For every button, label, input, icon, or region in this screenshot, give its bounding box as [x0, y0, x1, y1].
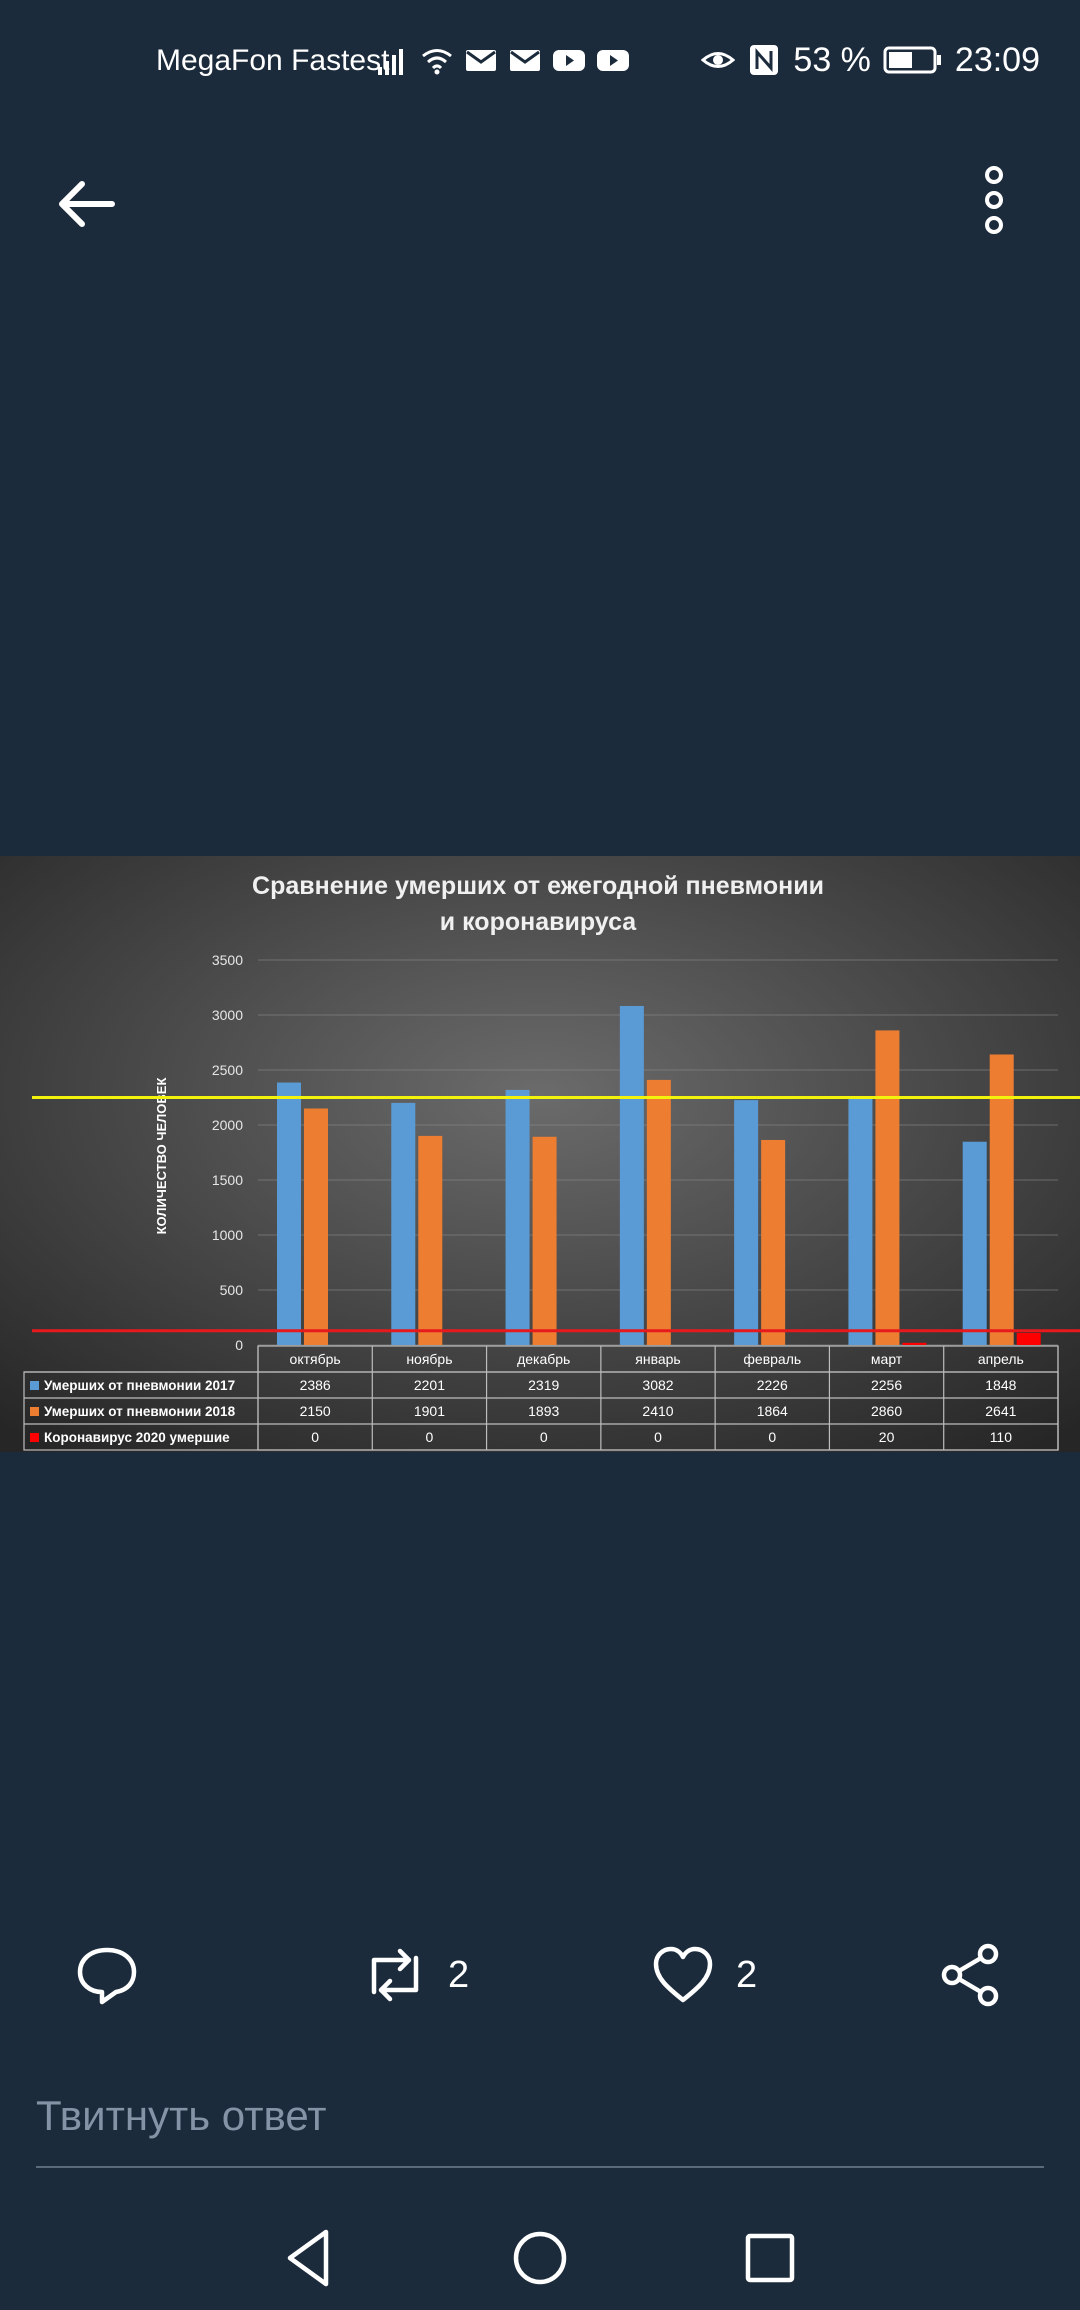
- legend-swatch: [30, 1381, 39, 1390]
- battery-icon: [883, 46, 941, 74]
- data-label: 0: [426, 1429, 434, 1445]
- y-axis-label: КОЛИЧЕСТВО ЧЕЛОВЕК: [154, 1078, 169, 1235]
- y-tick-label: 0: [235, 1337, 243, 1353]
- battery-percent: 53 %: [793, 40, 871, 79]
- data-label: 1848: [985, 1377, 1016, 1393]
- data-label: 20: [879, 1429, 895, 1445]
- data-label: 2410: [642, 1403, 673, 1419]
- data-label: 2386: [300, 1377, 331, 1393]
- retweet-button[interactable]: 2: [360, 1930, 469, 2020]
- data-label: 110: [990, 1429, 1013, 1445]
- retweet-count: 2: [448, 1953, 470, 1996]
- legend-swatch: [30, 1407, 39, 1416]
- like-count: 2: [736, 1953, 758, 1996]
- data-label: 2641: [985, 1403, 1016, 1419]
- system-nav-bar: [0, 2200, 1080, 2310]
- nav-home-icon[interactable]: [500, 2218, 580, 2298]
- data-label: 2150: [300, 1403, 331, 1419]
- category-label: ноябрь: [406, 1351, 452, 1367]
- tweet-image[interactable]: Сравнение умерших от ежегодной пневмонии…: [0, 856, 1080, 1452]
- bar: [304, 1108, 328, 1345]
- bar: [277, 1082, 301, 1345]
- data-label: 2201: [414, 1377, 445, 1393]
- nav-recents-icon[interactable]: [730, 2218, 810, 2298]
- tweet-actions: 2 2: [0, 1930, 1080, 2020]
- data-label: 0: [768, 1429, 776, 1445]
- y-tick-label: 1500: [212, 1172, 243, 1188]
- like-button[interactable]: 2: [648, 1930, 757, 2020]
- y-tick-label: 3500: [212, 952, 243, 968]
- category-label: март: [871, 1351, 903, 1367]
- nfc-icon: [750, 45, 779, 75]
- bar: [391, 1102, 416, 1345]
- bar: [761, 1139, 786, 1345]
- data-label: 1893: [528, 1403, 559, 1419]
- media-viewer-toolbar: [0, 140, 1080, 240]
- status-bar: MegaFon Fastest: [0, 0, 1080, 120]
- heart-icon: [653, 1946, 713, 2003]
- data-label: 0: [654, 1429, 662, 1445]
- mail-icon: [510, 50, 540, 71]
- youtube-icon: [597, 50, 629, 71]
- chart-title: Сравнение умерших от ежегодной пневмонии: [252, 872, 824, 900]
- bar: [848, 1096, 873, 1345]
- category-label: январь: [635, 1351, 680, 1367]
- y-tick-label: 3000: [212, 1007, 243, 1023]
- bar: [875, 1030, 900, 1345]
- share-button[interactable]: [936, 1930, 1006, 2020]
- category-label: декабрь: [517, 1351, 570, 1367]
- share-icon: [941, 1943, 999, 2007]
- legend-label: Коронавирус 2020 умершие: [44, 1430, 230, 1445]
- back-arrow-icon[interactable]: [44, 160, 128, 244]
- eye-icon: [701, 52, 736, 68]
- data-label: 3082: [642, 1377, 673, 1393]
- legend-swatch: [30, 1433, 39, 1442]
- nav-back-icon[interactable]: [270, 2218, 350, 2298]
- wifi-icon: [422, 49, 452, 75]
- y-tick-label: 1000: [212, 1227, 243, 1243]
- bar: [734, 1100, 759, 1345]
- bar: [989, 1054, 1014, 1345]
- bar: [902, 1342, 927, 1345]
- data-label: 0: [311, 1429, 319, 1445]
- data-label: 1901: [414, 1403, 445, 1419]
- data-label: 2319: [528, 1377, 559, 1393]
- bar: [646, 1079, 671, 1345]
- bar-chart: Сравнение умерших от ежегодной пневмонии…: [0, 856, 1080, 1452]
- reply-button[interactable]: [72, 1930, 142, 2020]
- notification-icons: [376, 38, 630, 82]
- category-label: октябрь: [290, 1351, 341, 1367]
- reply-input[interactable]: Твитнуть ответ: [36, 2078, 1044, 2168]
- bar: [619, 1005, 644, 1345]
- y-tick-label: 2000: [212, 1117, 243, 1133]
- bar: [532, 1136, 557, 1345]
- data-label: 1864: [757, 1403, 788, 1419]
- data-label: 2226: [757, 1377, 788, 1393]
- more-options-icon[interactable]: [952, 155, 1036, 245]
- data-label: 0: [540, 1429, 548, 1445]
- bar: [505, 1089, 530, 1345]
- bar: [418, 1135, 443, 1345]
- carrier-name: MegaFon Fastest: [156, 44, 390, 77]
- status-right: 53 % 23:09: [701, 38, 1040, 82]
- mail-icon: [466, 50, 496, 71]
- reply-icon: [77, 1947, 137, 2005]
- y-tick-label: 500: [220, 1282, 244, 1298]
- category-label: апрель: [978, 1351, 1024, 1367]
- reply-placeholder: Твитнуть ответ: [36, 2092, 327, 2139]
- signal-icon: [378, 49, 403, 75]
- legend-label: Умерших от пневмонии 2017: [44, 1378, 235, 1393]
- category-label: февраль: [743, 1351, 801, 1367]
- legend-label: Умерших от пневмонии 2018: [44, 1404, 236, 1419]
- youtube-icon: [553, 50, 585, 71]
- chart-title-line2: и коронавируса: [440, 908, 637, 936]
- retweet-icon: [371, 1948, 419, 2002]
- bar: [1016, 1332, 1041, 1345]
- data-label: 2256: [871, 1377, 902, 1393]
- clock: 23:09: [954, 40, 1040, 79]
- bar: [962, 1141, 987, 1345]
- data-label: 2860: [871, 1403, 902, 1419]
- y-tick-label: 2500: [212, 1062, 243, 1078]
